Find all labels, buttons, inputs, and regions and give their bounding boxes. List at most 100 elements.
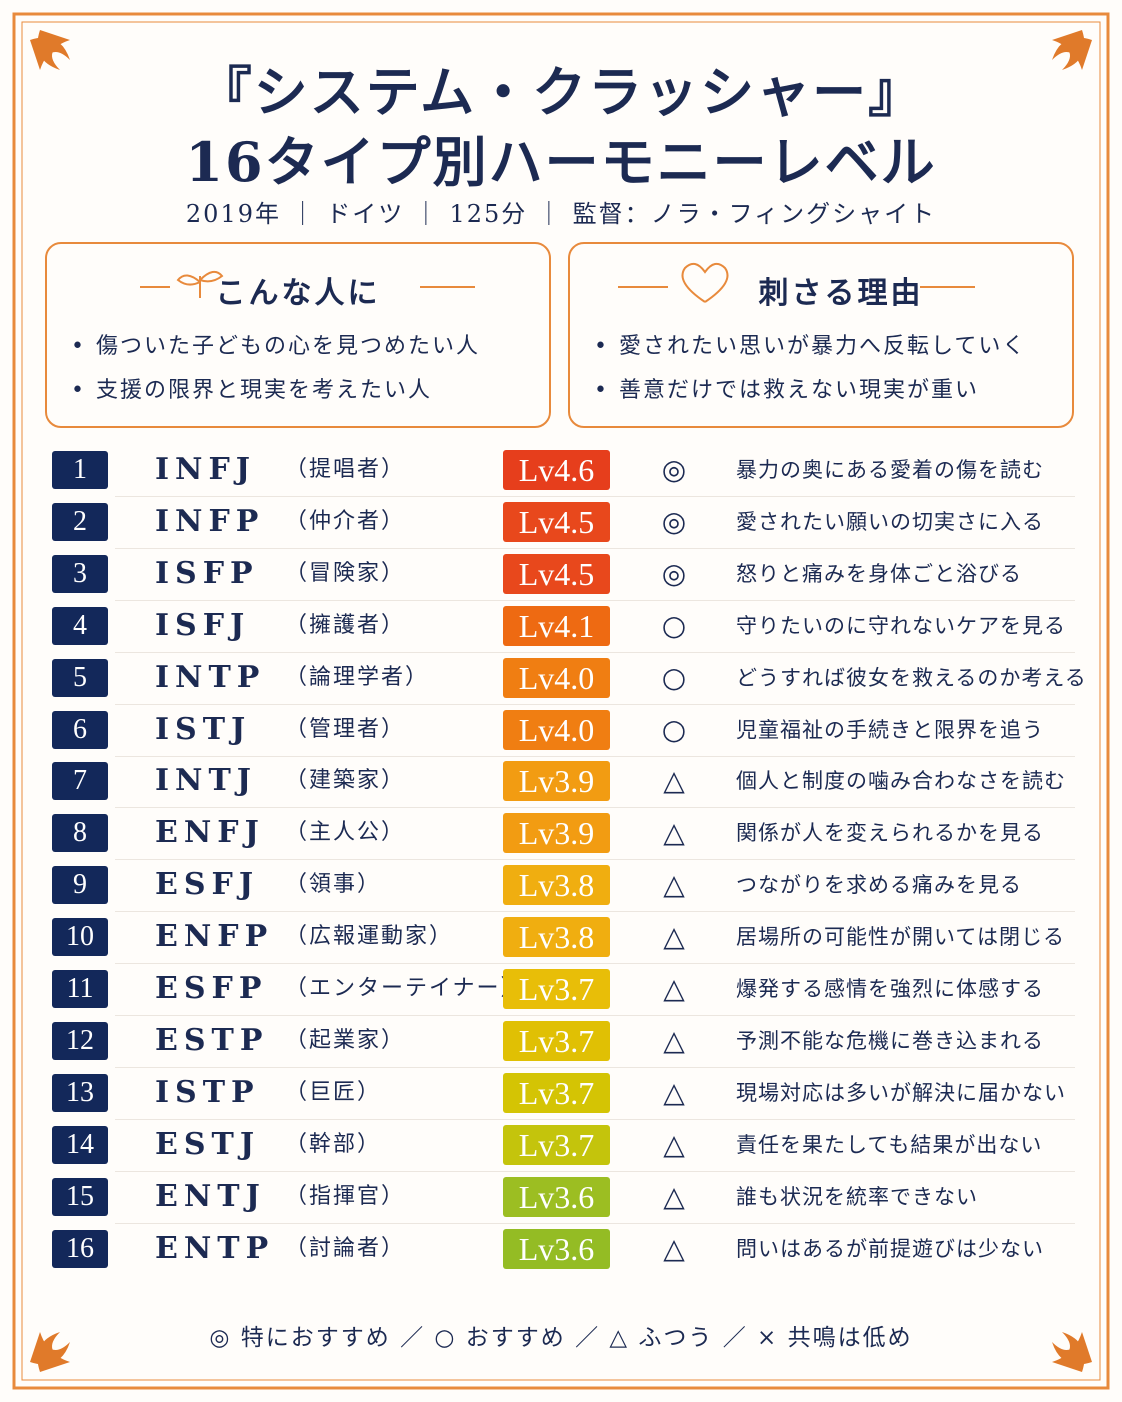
rating-mark: ◎ — [661, 504, 687, 538]
row-separator — [115, 859, 1075, 861]
type-code: INTP — [155, 659, 266, 695]
type-code: ISTJ — [155, 711, 252, 747]
type-role: （論理学者） — [285, 664, 430, 690]
type-code: ESFP — [155, 971, 268, 1006]
type-code: ISFP — [155, 555, 259, 591]
comment: 誰も状況を統率できない — [736, 1184, 978, 1209]
type-code: ENTJ — [155, 1178, 266, 1214]
type-role: （主人公） — [285, 820, 406, 846]
box-item: 傷ついた子どもの心を見つめたい人 — [71, 328, 480, 360]
level-badge: Lv3.6 — [503, 1228, 610, 1269]
row-separator — [115, 651, 1075, 653]
row-separator — [115, 1066, 1075, 1068]
comment: つながりを求める痛みを見る — [736, 873, 1022, 898]
type-role: （指揮官） — [285, 1183, 406, 1209]
rating-mark: △ — [663, 1231, 685, 1265]
row-separator — [115, 1015, 1075, 1016]
level-badge: Lv3.6 — [503, 1176, 610, 1217]
rank: 14 — [52, 1125, 108, 1164]
rank: 15 — [52, 1177, 108, 1216]
type-role: （擁護者） — [285, 612, 406, 638]
type-code: INTJ — [155, 763, 257, 799]
comment: 愛されたい願いの切実さに入る — [736, 509, 1044, 534]
rating-mark: △ — [663, 920, 685, 954]
type-code: ENTP — [155, 1230, 275, 1266]
subtitle: 2019年 ｜ ドイツ ｜ 125分 ｜ 監督：ノラ・フィングシャイト — [185, 200, 937, 228]
rating-mark: ◎ — [661, 453, 687, 486]
comment: 個人と制度の噛み合わなさを読む — [736, 769, 1066, 794]
row-separator — [115, 911, 1075, 913]
box-item: 善意だけでは救えない現実が重い — [594, 372, 979, 404]
row-separator — [115, 1222, 1075, 1224]
rank: 10 — [52, 918, 108, 957]
rating-mark: ○ — [661, 660, 687, 694]
type-code: INFJ — [155, 452, 256, 487]
level-badge: Lv4.0 — [503, 657, 610, 698]
row-separator — [115, 807, 1075, 809]
level-badge: Lv4.1 — [503, 605, 610, 646]
comment: 暴力の奥にある愛着の傷を読む — [736, 458, 1044, 482]
rating-mark: ○ — [661, 712, 687, 746]
type-role: （エンターテイナー） — [285, 976, 525, 1001]
rank: 3 — [52, 554, 108, 593]
row-separator — [115, 599, 1075, 601]
level-badge: Lv4.5 — [503, 501, 610, 542]
type-role: （仲介者） — [285, 508, 406, 534]
rank: 12 — [52, 1021, 108, 1060]
rating-mark: △ — [663, 868, 685, 902]
level-badge: Lv4.5 — [503, 553, 610, 594]
rank: 4 — [52, 606, 108, 645]
comment: 爆発する感情を強烈に体感する — [736, 977, 1044, 1001]
level-badge: Lv3.7 — [503, 969, 610, 1009]
rating-mark: △ — [663, 1179, 685, 1213]
rating-mark: ○ — [661, 608, 687, 642]
title: 16タイプ別ハーモニーレベル — [185, 130, 937, 194]
level-badge: Lv3.7 — [503, 1124, 610, 1165]
type-role: （領事） — [285, 872, 382, 898]
rank: 2 — [52, 502, 108, 541]
type-role: （討論者） — [285, 1235, 406, 1261]
level-badge: Lv3.8 — [503, 917, 610, 958]
rank: 9 — [52, 866, 108, 905]
rating-mark: △ — [663, 816, 685, 850]
info-box: 刺さる理由 愛されたい思いが暴力へ反転していく 善意だけでは救えない現実が重い — [568, 242, 1074, 428]
type-code: INFP — [155, 503, 265, 539]
level-badge: Lv4.0 — [503, 709, 610, 750]
row-separator — [115, 547, 1075, 549]
type-code: ESFJ — [155, 867, 260, 903]
comment: 現場対応は多いが解決に届かない — [736, 1080, 1066, 1105]
type-role: （提唱者） — [285, 457, 406, 482]
rank: 1 — [52, 451, 108, 489]
title: 『システム・クラッシャー』 — [197, 60, 925, 124]
type-role: （起業家） — [285, 1027, 406, 1053]
rating-mark: △ — [663, 764, 685, 798]
type-role: （巨匠） — [285, 1079, 382, 1105]
type-role: （建築家） — [285, 768, 406, 794]
rank: 5 — [52, 658, 108, 697]
comment: 予測不能な危機に巻き込まれる — [736, 1028, 1044, 1053]
comment: 怒りと痛みを身体ごと浴びる — [736, 561, 1022, 586]
comment: どうすれば彼女を救えるのか考える — [736, 665, 1087, 690]
comment: 児童福祉の手続きと限界を追う — [736, 717, 1044, 742]
type-role: （冒険家） — [285, 560, 406, 586]
row-separator — [115, 496, 1075, 497]
rank: 16 — [52, 1229, 108, 1268]
type-code: ISTP — [155, 1074, 260, 1110]
box-heading: 刺さる理由 — [758, 276, 924, 311]
rank: 13 — [52, 1073, 108, 1112]
box-heading: こんな人に — [215, 276, 381, 311]
rating-mark: △ — [663, 972, 685, 1005]
box-item: 愛されたい思いが暴力へ反転していく — [594, 328, 1026, 360]
row-separator — [115, 1118, 1075, 1120]
row-separator — [115, 963, 1075, 965]
rank: 11 — [52, 970, 108, 1008]
level-badge: Lv4.6 — [503, 450, 610, 490]
rank: 6 — [52, 710, 108, 749]
rating-mark: ◎ — [661, 556, 687, 590]
type-code: ESTJ — [155, 1126, 261, 1162]
rating-mark: △ — [663, 1023, 685, 1057]
comment: 関係が人を変えられるかを見る — [736, 821, 1044, 846]
type-code: ENFP — [155, 919, 274, 955]
level-badge: Lv3.7 — [503, 1020, 610, 1061]
